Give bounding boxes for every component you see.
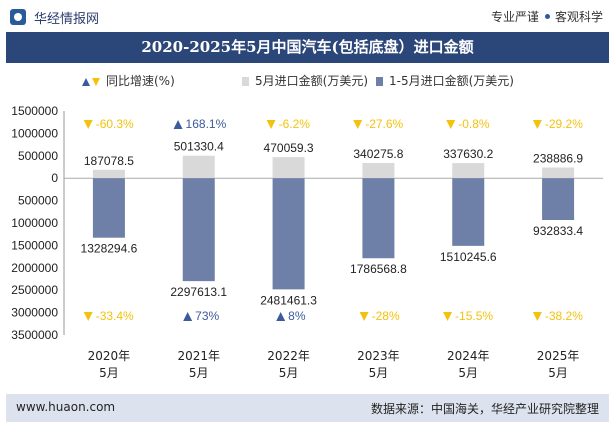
title-bar: 2020-2025年5月中国汽车(包括底盘）进口金额 xyxy=(6,32,609,63)
bar-may xyxy=(542,167,575,179)
triangle-up-icon xyxy=(183,312,193,321)
triangle-down-icon xyxy=(532,120,542,129)
pct-label-may: 168.1% xyxy=(186,117,227,131)
bar-cumulative xyxy=(182,178,215,282)
slogan: 专业严谨 客观科学 xyxy=(491,8,603,25)
pct-label-may: -29.2% xyxy=(545,117,583,131)
y-tick-label: 500000 xyxy=(18,149,58,163)
triangle-up-icon xyxy=(173,120,183,129)
pct-label-cumulative: -33.4% xyxy=(96,309,134,323)
x-tick-label-year: 2023年 xyxy=(357,349,400,363)
data-label-may: 340275.8 xyxy=(353,147,403,161)
triangle-down-icon xyxy=(353,120,363,129)
data-label-cumulative: 2481461.3 xyxy=(260,293,317,307)
x-tick-label-year: 2020年 xyxy=(88,349,131,363)
bar-may xyxy=(362,162,395,179)
bar-may xyxy=(182,155,215,179)
data-label-cumulative: 2297613.1 xyxy=(170,285,227,299)
triangle-down-icon xyxy=(443,312,453,321)
x-tick-label-month: 5月 xyxy=(369,366,389,380)
legend-label-cumulative: 1-5月进口金额(万美元) xyxy=(389,74,514,88)
data-label-may: 187078.5 xyxy=(84,154,134,168)
triangle-down-icon xyxy=(266,120,276,129)
x-tick-label-year: 2024年 xyxy=(447,349,490,363)
y-tick-label: 3000000 xyxy=(11,306,58,320)
slogan-left: 专业严谨 xyxy=(490,10,539,24)
legend-item-may: 5月进口金额(万美元) xyxy=(242,72,368,89)
triangle-up-icon xyxy=(276,312,286,321)
site-name: 华经情报网 xyxy=(34,12,100,27)
bar-cumulative xyxy=(542,178,575,220)
y-tick-label: 0 xyxy=(51,171,58,185)
x-tick-label-year: 2021年 xyxy=(177,349,220,363)
bar-cumulative xyxy=(452,178,485,246)
pct-label-cumulative: 8% xyxy=(288,309,306,323)
data-label-may: 337630.2 xyxy=(443,147,493,161)
triangle-up-icon xyxy=(82,77,90,86)
y-tick-label: 2000000 xyxy=(11,261,58,275)
legend-label-growth: 同比增速(%) xyxy=(106,74,175,88)
legend-item-growth: 同比增速(%) xyxy=(82,72,175,89)
triangle-down-icon xyxy=(83,312,93,321)
triangle-down-icon xyxy=(92,77,100,86)
chart-title: 2020-2025年5月中国汽车(包括底盘）进口金额 xyxy=(141,38,474,56)
footer-source: 数据来源：中国海关，华经产业研究院整理 xyxy=(370,402,599,416)
bar-may xyxy=(272,157,305,179)
x-tick-label-month: 5月 xyxy=(458,366,478,380)
data-label-cumulative: 1786568.8 xyxy=(350,262,407,276)
legend-swatch-may xyxy=(242,77,249,86)
bar-may xyxy=(92,169,125,179)
y-tick-label: 3500000 xyxy=(11,328,58,342)
x-tick-label-year: 2025年 xyxy=(537,349,580,363)
slogan-right: 客观科学 xyxy=(554,10,603,24)
pct-label-cumulative: 73% xyxy=(195,309,219,323)
y-tick-label: 1500000 xyxy=(11,104,58,118)
data-label-cumulative: 1328294.6 xyxy=(81,242,138,256)
x-tick-label-month: 5月 xyxy=(279,366,299,380)
x-tick-label-month: 5月 xyxy=(548,366,568,380)
x-tick-label-month: 5月 xyxy=(189,366,209,380)
y-tick-label: 2500000 xyxy=(11,283,58,297)
triangle-down-icon xyxy=(446,120,456,129)
triangle-down-icon xyxy=(83,120,93,129)
data-label-cumulative: 1510245.6 xyxy=(440,250,497,264)
triangle-down-icon xyxy=(359,312,369,321)
y-tick-label: 1000000 xyxy=(11,126,58,140)
pct-label-cumulative: -28% xyxy=(372,309,400,323)
data-label-may: 238886.9 xyxy=(533,151,583,165)
pct-label-cumulative: -38.2% xyxy=(545,309,583,323)
x-tick-label-month: 5月 xyxy=(99,366,119,380)
x-tick-label-year: 2022年 xyxy=(267,349,310,363)
bar-cumulative xyxy=(362,178,395,259)
pct-label-may: -60.3% xyxy=(96,117,134,131)
bar-cumulative xyxy=(272,178,305,290)
top-bar: 华经情报网 专业严谨 客观科学 xyxy=(0,0,615,34)
footer-bar: www.huaon.com 数据来源：中国海关，华经产业研究院整理 xyxy=(6,394,609,422)
pct-label-cumulative: -15.5% xyxy=(455,309,493,323)
data-label-may: 470059.3 xyxy=(264,141,314,155)
site-logo-icon xyxy=(10,9,26,25)
footer-url: www.huaon.com xyxy=(16,400,116,414)
y-tick-label: 500000 xyxy=(18,194,58,208)
legend-swatch-cumulative xyxy=(376,77,383,86)
triangle-down-icon xyxy=(532,312,542,321)
legend-item-cumulative: 1-5月进口金额(万美元) xyxy=(376,72,514,89)
data-label-may: 501330.4 xyxy=(174,140,224,154)
bar-may xyxy=(452,163,485,179)
pct-label-may: -6.2% xyxy=(279,117,311,131)
y-tick-label: 1500000 xyxy=(11,238,58,252)
chart-legend: 同比增速(%) 5月进口金额(万美元) 1-5月进口金额(万美元) xyxy=(0,68,615,92)
pct-label-may: -27.6% xyxy=(365,117,403,131)
dot-icon xyxy=(544,14,550,19)
legend-label-may: 5月进口金额(万美元) xyxy=(255,74,368,88)
pct-label-may: -0.8% xyxy=(458,117,490,131)
data-label-cumulative: 932833.4 xyxy=(533,224,583,238)
bar-cumulative xyxy=(92,178,125,238)
y-tick-label: 1000000 xyxy=(11,216,58,230)
